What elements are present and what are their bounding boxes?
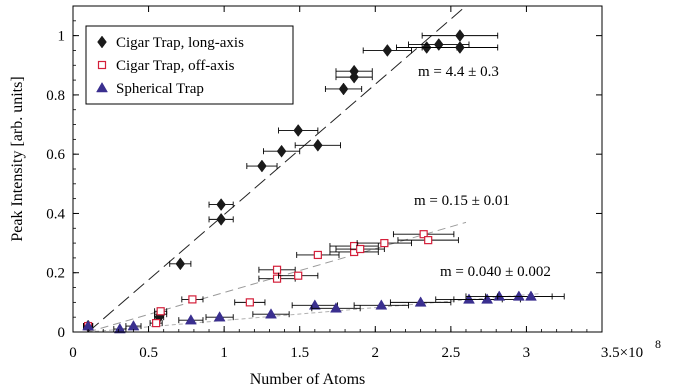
y-axis-label: Peak Intensity [arb. units] [9,76,26,241]
data-point [313,250,322,260]
data-point [313,138,323,152]
y-tick-label: 0.8 [46,88,65,104]
series-2 [83,230,459,331]
data-point [481,293,494,304]
data-point [272,274,282,283]
data-point [382,44,393,57]
data-point [512,290,525,301]
data-point [424,236,433,245]
data-point [356,244,365,254]
data-point [375,299,388,310]
legend-box [85,25,294,105]
y-tick-label: 0.2 [46,266,65,282]
legend-marker-1 [97,35,107,49]
data-point [455,41,465,54]
x-axis-label: Number of Atoms [250,371,366,388]
data-point [455,29,465,43]
legend-label-3: Spherical Trap [116,81,204,97]
data-point [156,307,165,316]
x-multiplier-exponent: 8 [655,337,661,351]
data-point [349,64,359,78]
legend-label-2: Cigar Trap, off-axis [116,58,235,74]
x-tick-label: 1 [220,345,228,361]
x-tick-label: 2.5 [441,345,460,361]
series-3 [82,290,565,334]
data-point [330,302,342,313]
data-point [245,298,254,307]
data-point [338,82,349,96]
data-point [380,238,389,248]
legend-label-1: Cigar Trap, long-axis [116,35,244,51]
data-point [525,290,537,301]
y-tick-label: 0.4 [46,206,65,222]
data-point [188,295,197,304]
legend-marker-3 [96,82,108,93]
data-point [216,198,226,211]
legend-marker-2 [97,60,107,70]
data-point [152,319,161,328]
data-point [216,212,226,226]
data-point [419,230,428,239]
x-tick-label: 2 [372,345,380,361]
series-1 [83,29,499,333]
x-tick-label: 1.5 [290,345,309,361]
data-point [293,124,304,137]
x-tick-label: 0.5 [139,345,158,361]
fit-annotations: m = 4.4 ± 0.3 m = 0.15 ± 0.01 m = 0.040 ± … [414,64,551,280]
axes: 0 0.5 1 1.5 2 2.5 3 3.5×10 8 0 0.2 0.4 0.6 0.8 1 Number… [9,5,661,388]
data-points [82,29,565,334]
y-tick-label: 0.6 [46,147,65,163]
data-point [272,265,282,274]
fit-slope-label-3: m = 0.040 ± 0.002 [440,264,551,280]
x-tick-label: 0 [69,345,77,361]
legend: Cigar Trap, long-axis Cigar Trap, off-axi… [85,25,294,105]
fit-slope-label-1: m = 4.4 ± 0.3 [418,64,499,80]
data-point [294,271,303,280]
data-point [414,296,427,307]
data-point [265,308,277,319]
data-point [276,144,287,158]
data-point [184,314,197,325]
x-tick-label: 3 [523,345,531,361]
data-point [113,323,126,334]
x-multiplier-label: 3.5×10 [601,345,643,361]
data-point [175,257,186,271]
y-tick-label: 1 [58,29,66,45]
data-point [213,311,226,322]
y-tick-label: 0 [58,325,66,341]
fit-slope-label-2: m = 0.15 ± 0.01 [414,193,510,209]
data-point [257,159,267,173]
data-point [493,290,506,301]
